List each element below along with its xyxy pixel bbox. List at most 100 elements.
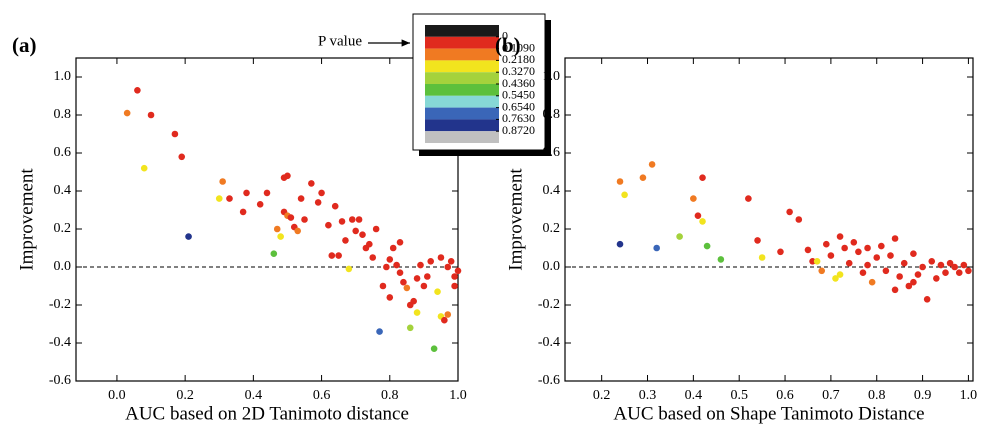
point [910,250,917,257]
point [294,227,301,235]
point [845,259,853,267]
point [256,201,264,208]
point [653,244,660,252]
colorbar-label: 0.6540 [502,99,535,113]
point [389,244,397,252]
colorbar-label: 0.7630 [502,111,535,125]
colorbar-band [425,72,499,84]
point [914,271,922,278]
point [420,282,428,290]
point [178,153,186,161]
point [786,208,793,216]
point [813,258,821,265]
point [809,258,816,265]
x-tick-label: 0.3 [639,388,657,403]
point [123,109,131,117]
point [850,239,858,246]
point [887,252,894,259]
point [832,275,839,282]
plot-frame [564,57,974,382]
point [900,259,908,267]
colorbar-band [425,84,499,96]
y-tick-label: -0.4 [49,335,71,350]
point [451,282,458,290]
point [882,267,890,275]
point [424,273,431,280]
point [287,214,295,221]
point [864,261,871,269]
colorbar-band [425,36,499,49]
y-tick-label: 0.0 [543,259,561,274]
point [185,233,192,240]
colorbar-band [425,95,499,108]
point [328,252,336,259]
x-tick-label: 0.4 [245,388,263,403]
point [836,233,844,240]
point [891,286,899,294]
x-tick-label: 0.7 [822,388,840,403]
y-axis-title: Improvement [16,168,37,271]
x-tick-label: 0.4 [685,388,703,403]
x-tick-label: 0.8 [381,388,399,403]
colorbar-label: 0.5450 [502,88,535,102]
point [859,269,867,277]
point [676,233,683,240]
x-tick-label: 1.0 [449,388,467,403]
x-tick-label: 0.5 [730,388,748,403]
y-tick-label: 0.8 [54,107,72,122]
plot-frame [75,57,459,382]
point [933,275,940,282]
y-tick-label: -0.2 [538,297,560,312]
y-tick-label: 0.0 [54,259,72,274]
point [717,256,725,263]
point [960,261,968,269]
y-tick-label: 0.2 [543,221,561,236]
point [777,248,784,256]
point [447,258,455,265]
point [621,191,628,199]
point [352,227,359,235]
x-axis-title: AUC based on Shape Tanimoto Distance [613,403,924,424]
x-axis-title: AUC based on 2D Tanimoto distance [125,403,409,424]
y-tick-label: 0.2 [54,221,72,236]
point [690,195,697,202]
point [413,275,421,282]
point [348,216,356,223]
point [896,273,903,280]
point [827,252,835,259]
point [379,282,387,290]
y-tick-label: 0.6 [543,145,561,160]
y-tick-label: 1.0 [543,69,561,84]
point [451,273,458,280]
colorbar-label: 0.4360 [502,76,535,90]
point [616,178,624,185]
point [273,225,281,233]
point [239,208,247,216]
colorbar-label: 0.1090 [502,40,535,54]
point [325,221,332,229]
point [215,195,223,202]
y-tick-label: -0.4 [538,335,560,350]
point [891,235,899,242]
point [823,240,830,248]
point [355,216,363,223]
y-tick-label: -0.2 [49,297,71,312]
point [430,345,438,353]
point [434,288,441,296]
point [413,309,421,316]
point [836,271,844,278]
point [383,263,390,271]
point [855,248,862,256]
x-tick-label: 1.0 [960,388,978,403]
point [263,189,271,197]
point [366,240,373,248]
point [369,254,377,261]
colorbar-band [425,119,499,132]
point [331,202,339,210]
point [946,259,954,267]
point [226,195,233,202]
point [818,267,826,275]
point [386,294,394,301]
point [937,261,945,269]
colorbar-label: 0.2180 [502,52,535,66]
